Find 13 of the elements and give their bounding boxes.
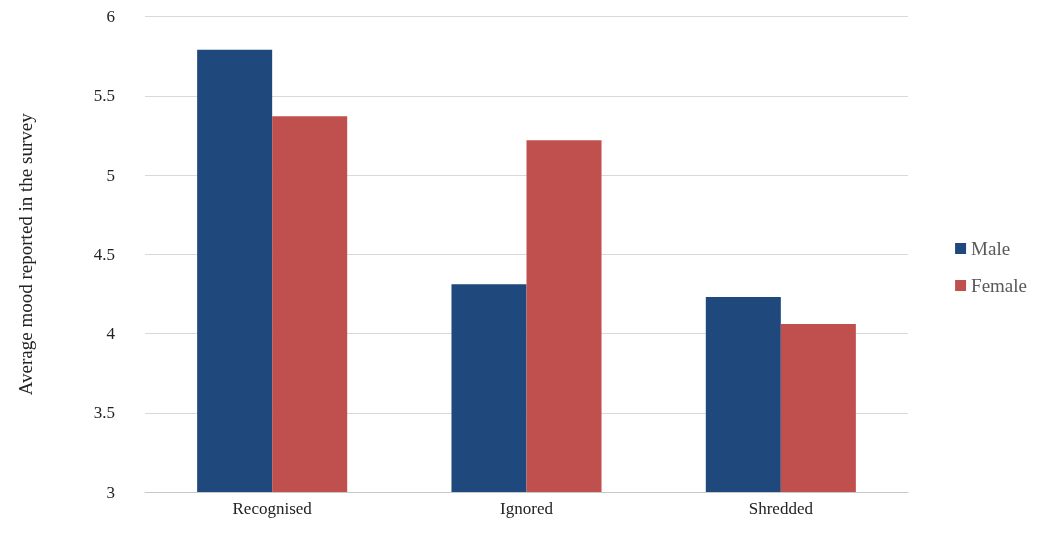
x-tick-label: Shredded [748, 499, 814, 518]
y-tick-label: 3 [106, 482, 115, 502]
y-tick-label: 4 [106, 324, 116, 343]
y-tick-label: 4.5 [93, 244, 115, 264]
y-tick-label: 5 [106, 165, 115, 185]
y-tick-label: 3.5 [93, 403, 115, 423]
y-tick-label: 6 [106, 7, 115, 26]
legend-label: Female [971, 275, 1028, 296]
y-tick-label: 5.5 [93, 86, 115, 106]
legend-label: Male [971, 238, 1011, 259]
y-axis-title: Average mood reported in the survey [15, 112, 36, 396]
x-tick-label: Recognised [232, 499, 313, 518]
x-tick-label: Ignored [500, 499, 554, 518]
